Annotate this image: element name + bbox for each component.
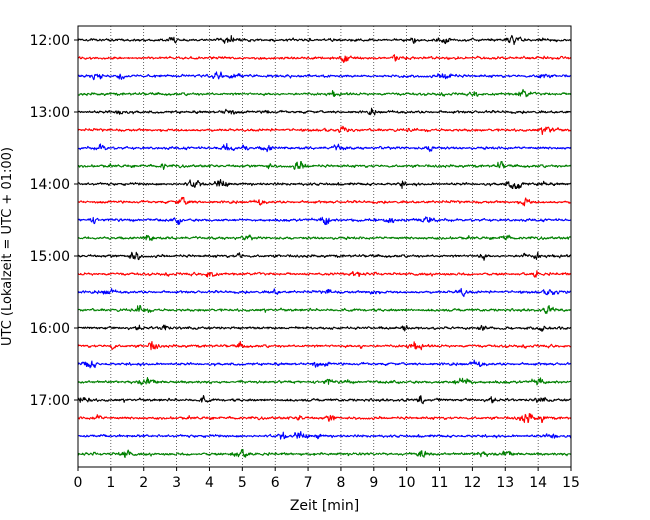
x-tick-label: 1 <box>106 475 115 491</box>
y-axis-ticks: 12:00 13:00 14:00 15:00 16:00 17:00 <box>30 33 78 409</box>
traces <box>77 34 572 458</box>
trace-1430 <box>77 216 572 226</box>
trace-1230 <box>77 71 572 81</box>
y-tick-label: 14:00 <box>30 177 70 193</box>
trace-1315 <box>77 125 572 136</box>
trace-1545 <box>77 304 572 315</box>
x-tick-label: 12 <box>463 475 481 491</box>
x-axis-label: Zeit [min] <box>290 498 359 514</box>
trace-1345 <box>77 160 572 171</box>
x-tick-label: 9 <box>369 475 378 491</box>
trace-1330 <box>77 142 572 153</box>
trace-1245 <box>77 88 572 98</box>
trace-1630 <box>77 359 572 369</box>
trace-1515 <box>77 270 572 278</box>
x-tick-label: 3 <box>172 475 181 491</box>
trace-1400 <box>77 178 572 190</box>
y-tick-label: 13:00 <box>30 105 70 121</box>
trace-1530 <box>77 287 572 298</box>
trace-1645 <box>77 377 572 386</box>
x-tick-label: 14 <box>529 475 547 491</box>
y-tick-label: 16:00 <box>30 321 70 337</box>
x-tick-label: 4 <box>205 475 214 491</box>
x-tick-label: 13 <box>496 475 514 491</box>
trace-1600 <box>77 324 572 332</box>
x-tick-label: 11 <box>431 475 449 491</box>
trace-1745 <box>77 448 572 458</box>
y-tick-label: 17:00 <box>30 393 70 409</box>
x-axis-ticks: 0 1 2 3 4 5 6 7 8 9 10 11 12 13 14 15 <box>74 467 580 491</box>
trace-1200 <box>77 34 572 46</box>
x-tick-label: 10 <box>398 475 416 491</box>
y-axis-label: UTC (Lokalzeit = UTC + 01:00) <box>0 147 15 346</box>
x-tick-label: 6 <box>271 475 280 491</box>
trace-1730 <box>77 430 572 440</box>
trace-1715 <box>77 412 572 424</box>
x-tick-label: 15 <box>562 475 580 491</box>
x-tick-label: 7 <box>304 475 313 491</box>
plot-frame <box>77 25 572 468</box>
x-tick-label: 8 <box>336 475 345 491</box>
x-tick-label: 2 <box>139 475 148 491</box>
trace-1445 <box>77 234 572 242</box>
y-tick-label: 15:00 <box>30 249 70 265</box>
y-tick-label: 12:00 <box>30 33 70 49</box>
trace-1215 <box>77 54 572 64</box>
trace-1700 <box>77 394 572 405</box>
trace-1500 <box>77 251 572 261</box>
x-tick-label: 5 <box>238 475 247 491</box>
trace-1300 <box>77 107 572 116</box>
trace-1615 <box>77 340 572 351</box>
x-tick-label: 0 <box>74 475 83 491</box>
trace-1415 <box>77 196 572 207</box>
